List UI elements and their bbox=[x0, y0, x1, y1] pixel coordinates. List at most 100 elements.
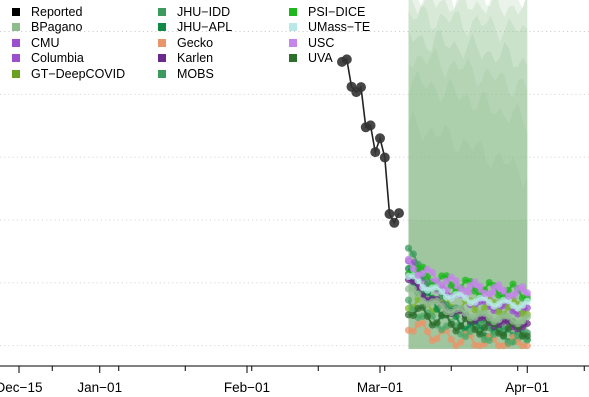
x-tick-label: Apr−01 bbox=[505, 380, 549, 395]
legend-item: UVA bbox=[289, 51, 333, 66]
forecast-point bbox=[438, 287, 446, 295]
forecast-point bbox=[523, 289, 531, 297]
forecast-point bbox=[509, 280, 517, 288]
legend-label: USC bbox=[308, 35, 335, 50]
forecast-point bbox=[523, 342, 531, 350]
forecast-point bbox=[419, 269, 427, 278]
forecast-point bbox=[461, 333, 470, 341]
legend-item: JHU−IDD bbox=[158, 4, 230, 19]
legend-swatch bbox=[12, 38, 20, 47]
forecast-point bbox=[433, 297, 441, 305]
uncertainty-band bbox=[408, 0, 528, 349]
reported-point bbox=[384, 209, 395, 219]
forecast-point bbox=[452, 277, 460, 285]
legend-swatch bbox=[289, 54, 297, 63]
uncertainty-band bbox=[408, 29, 528, 349]
x-tick-label: Dec−15 bbox=[0, 380, 42, 395]
legend-label: CMU bbox=[31, 35, 60, 50]
reported-point bbox=[341, 54, 352, 65]
x-tick-label: Feb−01 bbox=[224, 380, 270, 395]
forecast-point bbox=[499, 332, 508, 340]
forecast-point bbox=[509, 338, 517, 346]
legend-item: Reported bbox=[12, 4, 82, 19]
forecast-point bbox=[447, 320, 455, 328]
forecast-point bbox=[518, 301, 527, 309]
legend-item: JHU−APL bbox=[158, 20, 232, 35]
forecast-point bbox=[433, 319, 441, 327]
forecast-point bbox=[423, 312, 432, 320]
reported-point bbox=[394, 208, 404, 219]
legend-label: BPagano bbox=[31, 20, 83, 35]
forecast-point bbox=[495, 281, 503, 289]
forecast-point bbox=[419, 319, 427, 327]
reported-point bbox=[375, 133, 385, 144]
legend-swatch bbox=[12, 23, 20, 32]
forecast-point bbox=[452, 327, 460, 335]
forecast-point bbox=[523, 332, 531, 340]
legend-swatch bbox=[12, 7, 20, 16]
forecast-point bbox=[509, 291, 517, 299]
forecast-lines bbox=[404, 244, 531, 350]
legend-swatch bbox=[289, 7, 297, 16]
legend-label: UMass−TE bbox=[308, 20, 371, 35]
legend-swatch bbox=[158, 54, 166, 63]
forecast-point bbox=[457, 305, 465, 313]
forecast-point bbox=[414, 290, 422, 298]
forecast-point bbox=[504, 312, 512, 320]
forecast-point bbox=[457, 322, 465, 330]
legend-item: Karlen bbox=[158, 51, 213, 66]
forecast-point bbox=[499, 286, 508, 294]
forecast-point bbox=[423, 328, 432, 336]
reported-point bbox=[389, 217, 400, 228]
legend-item: GT−DeepCOVID bbox=[12, 66, 125, 81]
forecast-point bbox=[518, 317, 527, 325]
forecast-point bbox=[404, 255, 413, 263]
legend-label: Reported bbox=[31, 4, 83, 19]
legend-swatch bbox=[289, 23, 297, 32]
forecast-point bbox=[461, 294, 470, 302]
forecast-point bbox=[471, 326, 479, 334]
forecast-point bbox=[442, 277, 451, 285]
forecast-point bbox=[414, 276, 422, 285]
forecast-point bbox=[480, 309, 489, 317]
forecast-point bbox=[480, 324, 489, 332]
legend-label: Karlen bbox=[177, 51, 214, 66]
forecast-point bbox=[480, 304, 489, 312]
forecast-point bbox=[409, 311, 417, 319]
legend-item: Gecko bbox=[158, 35, 213, 50]
legend-item: BPagano bbox=[12, 20, 82, 35]
forecast-point bbox=[409, 250, 417, 258]
legend-label: GT−DeepCOVID bbox=[31, 66, 126, 81]
uncertainty-band bbox=[408, 0, 528, 349]
forecast-point bbox=[447, 281, 455, 289]
legend-swatch bbox=[12, 54, 20, 63]
forecast-point bbox=[485, 290, 493, 298]
legend-swatch bbox=[158, 23, 166, 32]
reported-point bbox=[379, 152, 390, 163]
forecast-point bbox=[504, 324, 512, 332]
reported-point bbox=[356, 82, 366, 93]
legend-label: Columbia bbox=[31, 51, 84, 66]
forecast-point bbox=[409, 327, 417, 335]
forecast-point bbox=[485, 336, 493, 344]
legend-swatch bbox=[158, 38, 166, 47]
forecast-point bbox=[409, 265, 417, 273]
gridlines bbox=[0, 31, 589, 347]
legend-swatch bbox=[158, 7, 166, 16]
forecast-point bbox=[409, 285, 417, 293]
forecast-point bbox=[447, 336, 455, 344]
legend-label: UVA bbox=[308, 51, 333, 66]
legend-swatch bbox=[289, 38, 297, 47]
x-tick-label: Mar−01 bbox=[357, 380, 403, 395]
forecast-point bbox=[476, 330, 484, 338]
forecast-point bbox=[433, 277, 441, 285]
uncertainty-band bbox=[408, 47, 528, 349]
legend-label: JHU−APL bbox=[177, 20, 233, 35]
forecast-point bbox=[471, 278, 479, 286]
forecast-point bbox=[404, 296, 413, 304]
legend-item: UMass−TE bbox=[289, 20, 370, 35]
legend-item: CMU bbox=[12, 35, 59, 50]
forecast-point bbox=[433, 335, 441, 343]
x-tick-label: Jan−01 bbox=[77, 380, 122, 395]
